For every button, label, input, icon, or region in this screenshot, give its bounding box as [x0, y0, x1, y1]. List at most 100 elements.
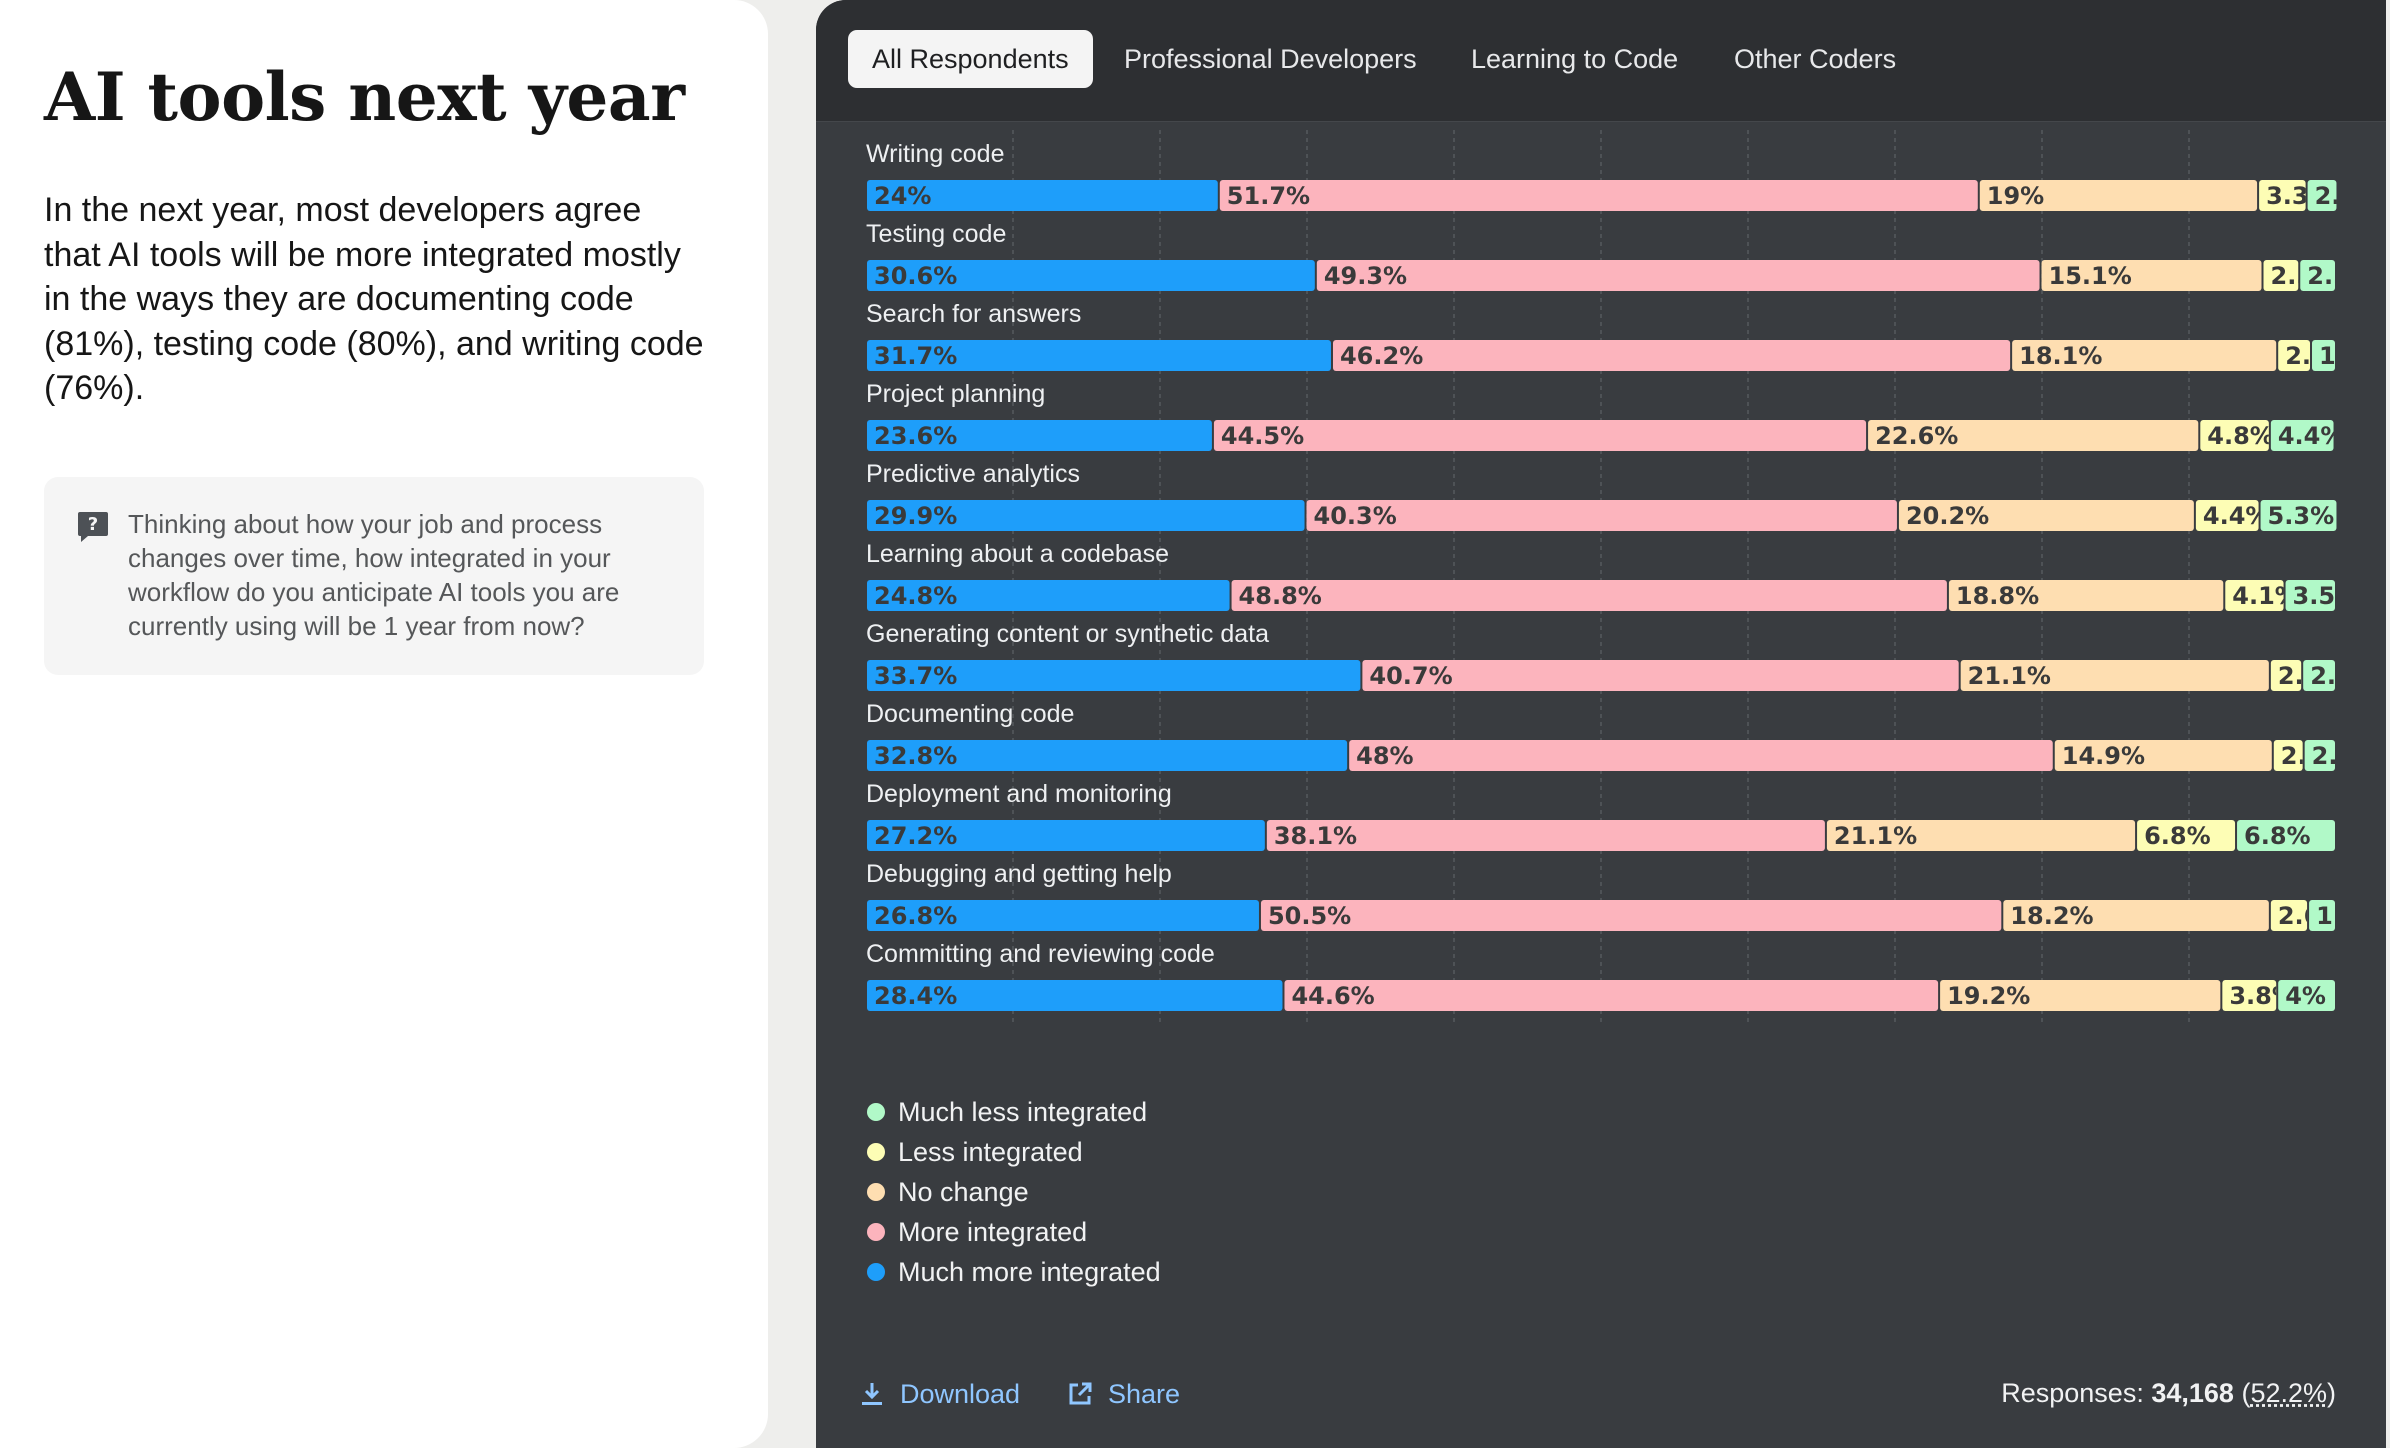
bar-segment-more-integrated	[1362, 660, 1959, 691]
category-label-debugging-and-getting-help: Debugging and getting help	[866, 860, 1172, 888]
data-label-more-integrated: 40.3%	[1314, 502, 1397, 530]
intro-text: In the next year, most developers agree …	[44, 191, 704, 407]
data-label-no-change: 18.2%	[2010, 902, 2093, 930]
download-label: Download	[900, 1378, 1021, 1409]
bar-segment-no-change	[2003, 900, 2269, 931]
data-label-less-integrated: 4.1%	[2232, 582, 2299, 610]
data-label-no-change: 14.9%	[2062, 742, 2145, 770]
bar-segment-more-integrated	[1349, 740, 2053, 771]
bar-segment-much-more-integrated	[867, 900, 1259, 931]
bar-segment-less-integrated	[2225, 580, 2284, 611]
data-label-no-change: 15.1%	[2049, 262, 2132, 290]
bar-segment-much-more-integrated	[867, 580, 1230, 611]
data-label-less-integrated: 6.8%	[2144, 822, 2211, 850]
download-button[interactable]: Download	[858, 1376, 1020, 1412]
data-label-much-more-integrated: 24.8%	[874, 582, 957, 610]
data-label-more-integrated: 48.8%	[1239, 582, 1322, 610]
bar-segment-no-change	[1868, 420, 2199, 451]
data-label-much-more-integrated: 33.7%	[874, 662, 957, 690]
bar-segment-more-integrated	[1213, 420, 1867, 451]
bar-segment-less-integrated	[2200, 420, 2269, 451]
data-label-less-integrated: 4.4%	[2203, 502, 2270, 530]
bar-segment-much-less-integrated	[2260, 500, 2337, 531]
data-label-no-change: 19.2%	[1947, 982, 2030, 1010]
data-label-no-change: 21.1%	[1834, 822, 1917, 850]
bar-segment-much-more-integrated	[867, 420, 1212, 451]
legend-swatch-much-less-integrated	[867, 1103, 885, 1121]
bar-segment-much-less-integrated	[2304, 740, 2335, 771]
data-label-less-integrated: 2.6%	[2278, 902, 2345, 930]
bar-segment-less-integrated	[2222, 980, 2277, 1011]
data-label-more-integrated: 50.5%	[1268, 902, 1351, 930]
bar-segment-no-change	[1898, 500, 2194, 531]
data-label-more-integrated: 48%	[1356, 742, 1413, 770]
data-label-more-integrated: 44.6%	[1291, 982, 1374, 1010]
bar-segment-more-integrated	[1316, 260, 2040, 291]
category-label-generating-content-or-synthetic-data: Generating content or synthetic data	[866, 620, 1269, 648]
data-label-much-less-integrated: 6.8%	[2244, 822, 2311, 850]
data-label-much-less-integrated: 2.3%	[2310, 662, 2377, 690]
bar-segment-more-integrated	[1284, 980, 1939, 1011]
data-label-more-integrated: 46.2%	[1340, 342, 1423, 370]
bar-segment-less-integrated	[2278, 340, 2311, 371]
bar-segment-less-integrated	[2137, 820, 2236, 851]
bar-segment-less-integrated	[2270, 900, 2308, 931]
legend-label-less-integrated: Less integrated	[898, 1137, 1083, 1167]
share-label: Share	[1108, 1378, 1181, 1409]
bar-segment-no-change	[2054, 740, 2272, 771]
category-label-writing-code: Writing code	[866, 140, 1005, 168]
legend-label-much-less-integrated: Much less integrated	[898, 1097, 1147, 1127]
share-icon	[1069, 1382, 1092, 1405]
data-label-much-less-integrated: 4%	[2285, 982, 2326, 1010]
bar-segment-less-integrated	[2263, 260, 2299, 291]
data-label-no-change: 22.6%	[1875, 422, 1958, 450]
data-label-no-change: 21.1%	[1968, 662, 2051, 690]
bar-segment-more-integrated	[1332, 340, 2011, 371]
data-label-much-more-integrated: 24%	[874, 182, 931, 210]
page-title: AI tools next year	[44, 58, 685, 136]
bar-segment-much-more-integrated	[867, 820, 1265, 851]
bar-segment-much-less-integrated	[2278, 980, 2335, 1011]
chart-panel: All Respondents Professional Developers …	[816, 0, 2386, 1448]
bar-segment-more-integrated	[1231, 580, 1947, 611]
category-label-deployment-and-monitoring: Deployment and monitoring	[866, 780, 1172, 808]
bar-segment-much-less-integrated	[2303, 660, 2335, 691]
responses-percent[interactable]: 52.2%	[2250, 1378, 2327, 1408]
bar-segment-no-change	[1826, 820, 2136, 851]
respondent-tabs: All Respondents Professional Developers …	[816, 0, 2386, 122]
responses-label: Responses:	[2001, 1378, 2144, 1408]
tab-professional-developers[interactable]: Professional Developers	[1124, 43, 1417, 74]
bar-segment-much-more-integrated	[867, 260, 1315, 291]
tab-other-coders[interactable]: Other Coders	[1734, 43, 1897, 74]
bar-segment-no-change	[2041, 260, 2262, 291]
bar-segment-much-more-integrated	[867, 660, 1361, 691]
bar-segment-no-change	[1960, 660, 2269, 691]
data-label-much-more-integrated: 30.6%	[874, 262, 957, 290]
bar-segment-much-more-integrated	[867, 980, 1283, 1011]
category-label-testing-code: Testing code	[866, 220, 1006, 248]
tab-learning-to-code[interactable]: Learning to Code	[1471, 43, 1679, 74]
bar-segment-much-more-integrated	[867, 740, 1348, 771]
data-label-less-integrated: 2.1%	[2281, 742, 2348, 770]
tab-all-respondents[interactable]: All Respondents	[848, 30, 1093, 88]
data-label-much-more-integrated: 32.8%	[874, 742, 957, 770]
data-label-no-change: 19%	[1987, 182, 2044, 210]
legend-swatch-much-more-integrated	[867, 1263, 885, 1281]
bar-segment-much-less-integrated	[2285, 580, 2335, 611]
bar-segment-less-integrated	[2195, 500, 2259, 531]
data-label-much-less-integrated: 1.9%	[2316, 902, 2383, 930]
download-icon	[862, 1383, 882, 1405]
bar-segment-less-integrated	[2270, 660, 2302, 691]
bar-segment-more-integrated	[1306, 500, 1897, 531]
responses-count: Responses: 34,168 (52.2%)	[2001, 1378, 2336, 1408]
bar-segment-much-less-integrated	[2307, 180, 2337, 211]
legend-swatch-less-integrated	[867, 1143, 885, 1161]
share-button[interactable]: Share	[1066, 1376, 1180, 1412]
bar-segment-more-integrated	[1219, 180, 1978, 211]
question-icon: ?	[78, 512, 108, 542]
data-label-much-more-integrated: 31.7%	[874, 342, 957, 370]
category-label-predictive-analytics: Predictive analytics	[866, 460, 1080, 488]
category-label-documenting-code: Documenting code	[866, 700, 1074, 728]
bar-segment-much-less-integrated	[2237, 820, 2335, 851]
